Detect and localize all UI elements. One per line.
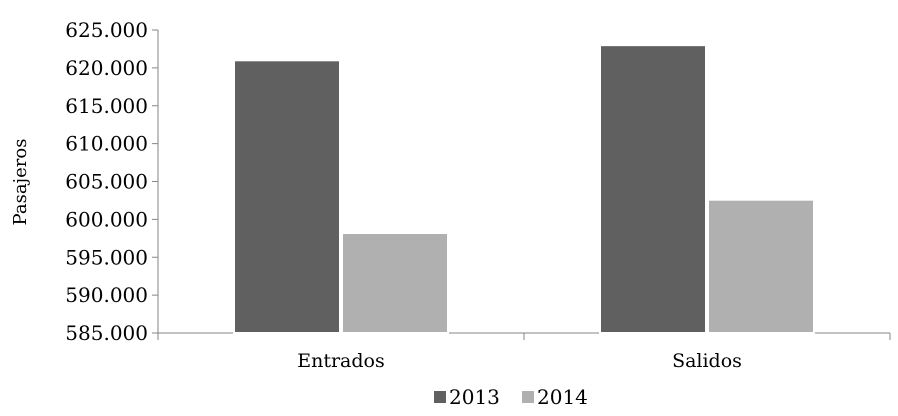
x-axis: Entrados Salidos <box>157 332 891 372</box>
bar-2013-entrados <box>233 59 341 335</box>
legend-swatch-2013 <box>434 391 446 403</box>
bars <box>233 44 815 335</box>
category-label: Entrados <box>297 350 385 372</box>
legend: 2013 2014 <box>434 385 588 409</box>
y-tick-label: 620.000 <box>65 56 148 80</box>
y-tick-label: 585.000 <box>65 321 148 345</box>
y-tick-label: 595.000 <box>65 245 148 269</box>
legend-label-2014: 2014 <box>537 385 588 409</box>
y-axis-label: Pasajeros <box>10 139 31 226</box>
bar-2014-salidos <box>707 198 815 334</box>
y-axis: 585.000 590.000 595.000 600.000 605.000 610.0… <box>65 18 159 345</box>
y-tick-label: 610.000 <box>65 132 148 156</box>
y-tick-label: 590.000 <box>65 283 148 307</box>
bar-2014-entrados <box>341 232 449 334</box>
y-tick-label: 615.000 <box>65 94 148 118</box>
bar-2013-salidos <box>599 44 707 335</box>
legend-swatch-2014 <box>522 391 534 403</box>
legend-label-2013: 2013 <box>449 385 500 409</box>
category-label: Salidos <box>672 350 742 372</box>
y-tick-label: 605.000 <box>65 170 148 194</box>
y-tick-label: 625.000 <box>65 18 148 42</box>
y-tick-label: 600.000 <box>65 207 148 231</box>
